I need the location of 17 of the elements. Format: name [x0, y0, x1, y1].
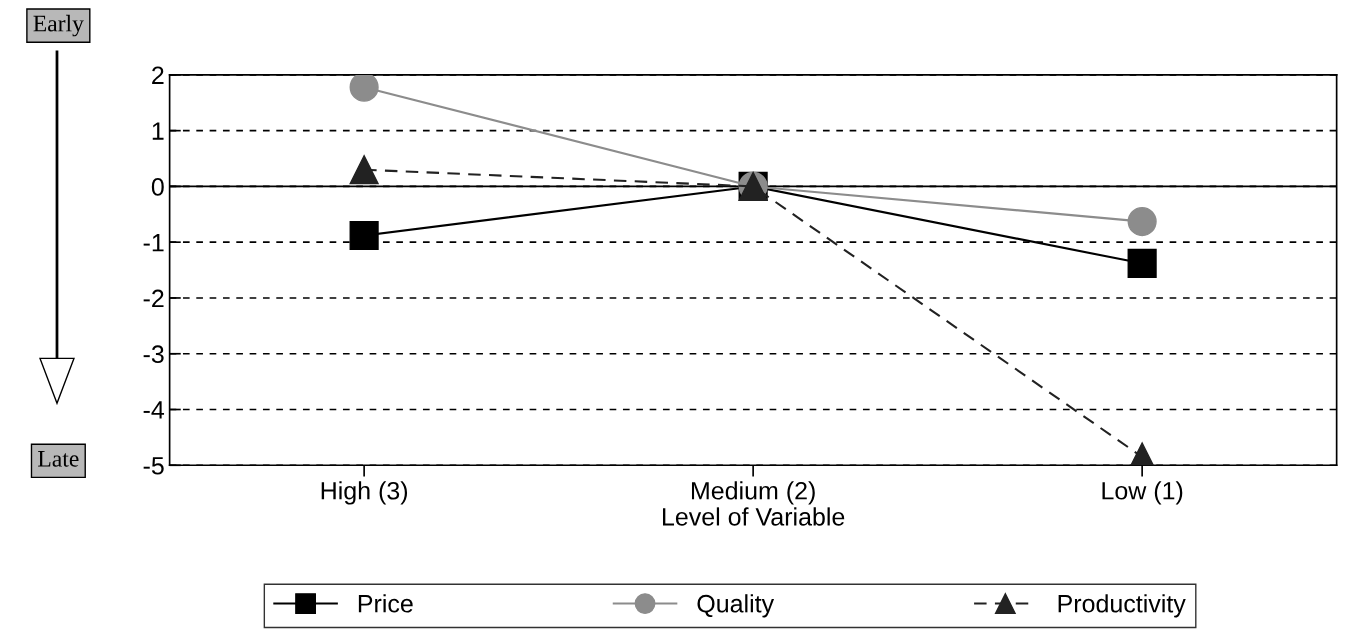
y-tick-label: -2: [143, 289, 164, 308]
x-tick-label: Medium (2): [691, 481, 815, 505]
text: Late: [38, 451, 79, 467]
legend-label: Price: [358, 594, 413, 613]
text: Early: [33, 14, 84, 37]
y-tick-label: 1: [152, 122, 164, 140]
x-axis-title: Level of Variable: [663, 507, 845, 526]
y-tick-label: -3: [143, 345, 164, 364]
x-tick-label: Low (1): [1102, 481, 1183, 505]
y-tick-label: 0: [151, 178, 164, 196]
legend-label: Quality: [697, 594, 775, 618]
y-tick-label: -5: [143, 457, 164, 475]
y-tick-label: -4: [143, 401, 165, 419]
legend-label: Productivity: [1058, 594, 1186, 618]
x-tick-label: High (3): [321, 481, 408, 505]
y-tick-label: 2: [152, 66, 164, 84]
y-tick-label: -1: [143, 234, 164, 252]
